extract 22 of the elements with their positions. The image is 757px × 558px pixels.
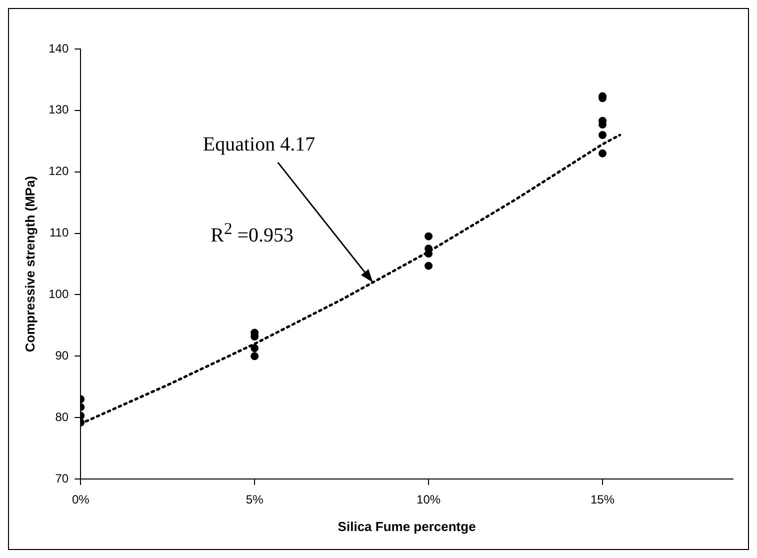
point: [598, 149, 607, 158]
y-axis-title: Compressive strength (MPa): [22, 176, 38, 352]
y-tick-label: 110: [49, 226, 69, 240]
y-tick-label: 140: [48, 41, 69, 56]
y-tick-label: 120: [48, 164, 69, 178]
annotation: Equation 4.17: [202, 133, 316, 156]
y-tick-label: 130: [48, 102, 69, 117]
point: [424, 262, 433, 270]
x-tick-label: 10%: [416, 492, 441, 507]
y-tick-label: 80: [55, 410, 69, 424]
x-tick-label: 0%: [72, 492, 90, 507]
x-tick-label: 5%: [246, 492, 264, 507]
point: [424, 232, 433, 240]
y-tick-label: 70: [55, 471, 69, 486]
y-tick-label: 90: [55, 348, 69, 362]
point: [250, 352, 259, 360]
x-axis-title: Silica Fume percentge: [338, 518, 476, 534]
point: [250, 344, 259, 352]
point: [598, 131, 607, 139]
x-tick-label: 15%: [590, 492, 615, 507]
annotation: R$^{2}$ =0.953: [210, 219, 294, 248]
y-tick-label: 100: [48, 287, 69, 302]
